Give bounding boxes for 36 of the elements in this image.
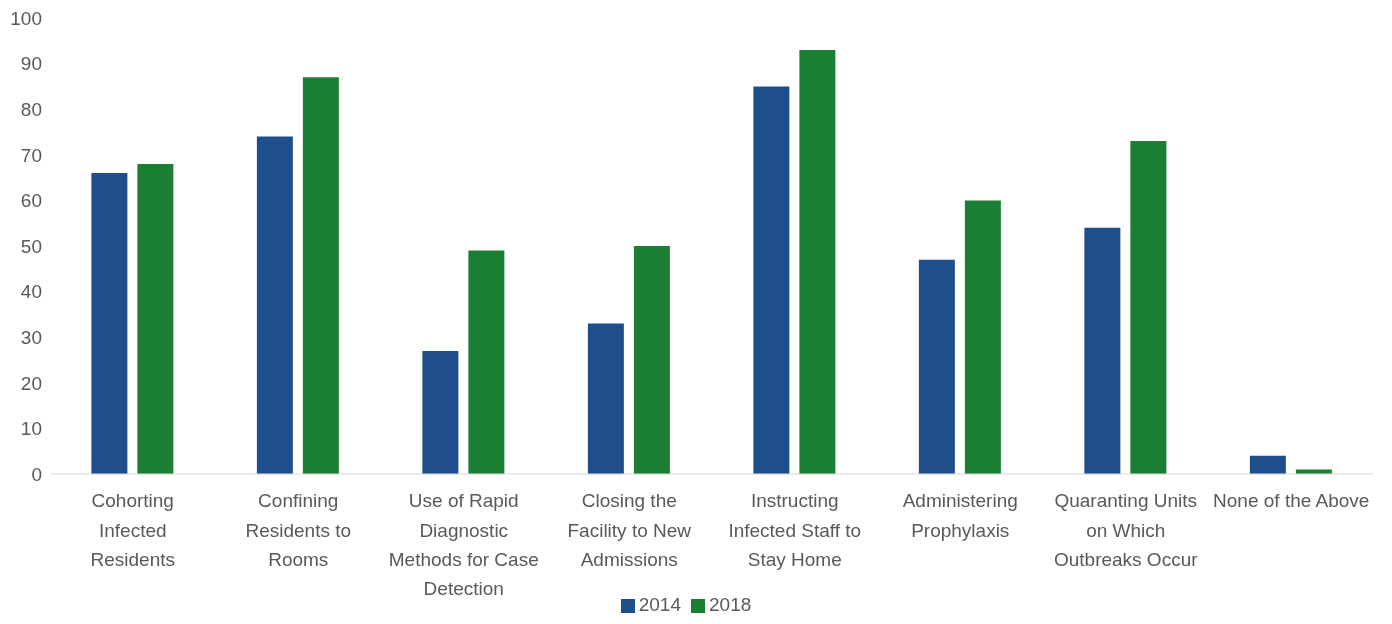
bar <box>422 350 459 474</box>
bar <box>137 163 174 474</box>
y-tick-label: 50 <box>20 235 42 257</box>
bar <box>753 86 790 474</box>
legend-label: 2018 <box>709 594 752 615</box>
bar <box>256 136 293 474</box>
y-tick-label: 20 <box>20 372 42 394</box>
bar <box>964 200 1001 474</box>
x-tick-label: Confining Residents to Rooms <box>245 490 352 570</box>
x-tick-label: Instructing Infected Staff to Stay Home <box>728 490 862 570</box>
y-tick-label: 70 <box>20 144 42 166</box>
bar <box>918 259 955 474</box>
y-tick-label: 40 <box>20 281 42 303</box>
bar <box>799 49 836 474</box>
y-tick-label: 30 <box>20 326 42 348</box>
x-tick-label: Quaranting Units on Which Outbreaks Occur <box>1053 490 1199 570</box>
y-tick-label: 90 <box>20 53 42 75</box>
bar <box>302 77 339 474</box>
x-tick-label: None of the Above <box>1213 490 1370 512</box>
bar <box>468 250 505 474</box>
x-tick-label: Closing the Facility to New Admissions <box>567 490 692 570</box>
y-tick-label: 10 <box>20 418 42 440</box>
x-tick-label: Cohorting Infected Residents <box>90 490 175 570</box>
y-tick-label: 0 <box>31 463 42 485</box>
y-tick-label: 80 <box>20 98 42 120</box>
bar <box>1249 455 1286 474</box>
y-tick-label: 60 <box>20 190 42 212</box>
y-tick-label: 100 <box>10 7 42 29</box>
bar <box>633 246 670 474</box>
bar <box>1084 227 1121 474</box>
bar <box>1130 141 1167 474</box>
x-tick-label: Administering Prophylaxis <box>902 490 1018 541</box>
x-tick-label: Use of Rapid Diagnostic Methods for Case Detection <box>388 490 539 600</box>
bar <box>587 323 624 474</box>
bar <box>91 173 128 474</box>
legend-label: 2014 <box>638 594 681 615</box>
